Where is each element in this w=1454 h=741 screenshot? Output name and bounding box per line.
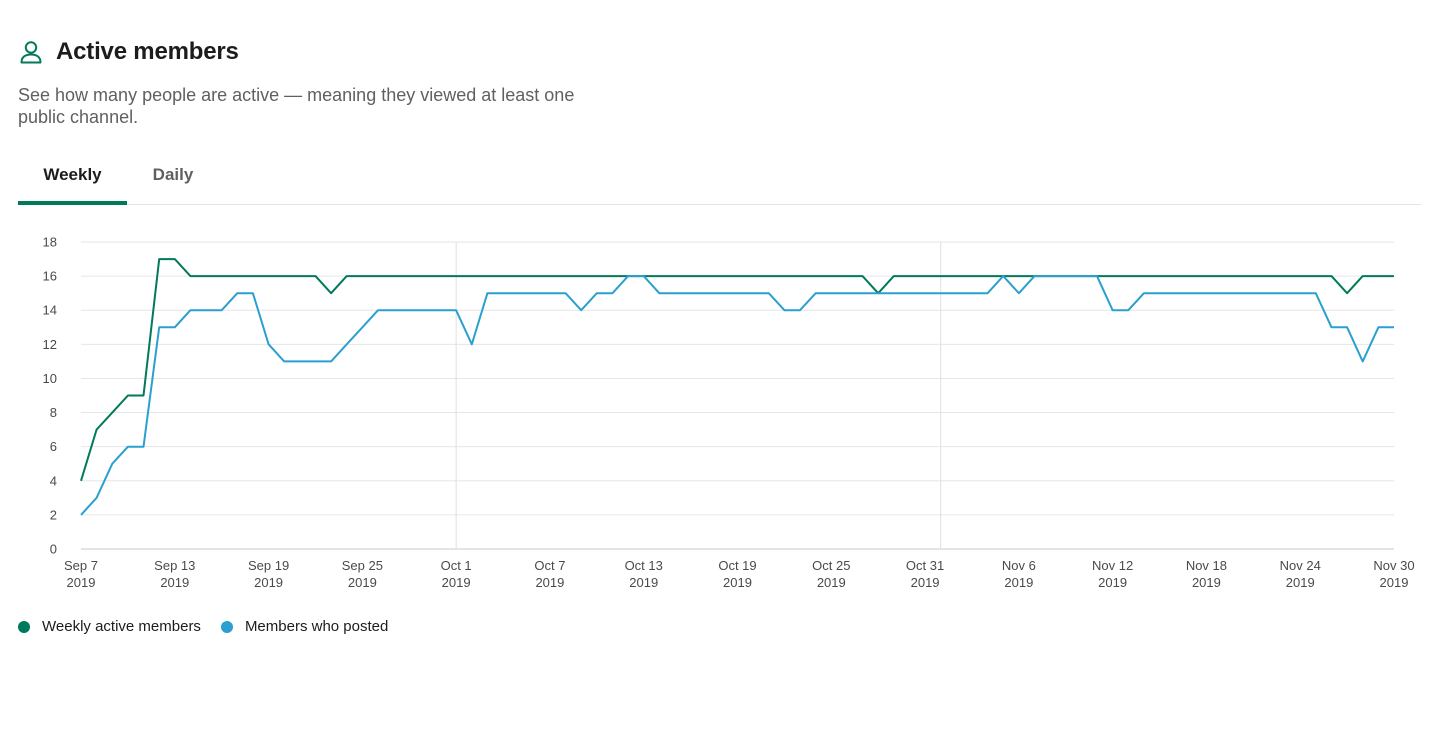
y-tick-label: 4: [50, 473, 57, 488]
x-tick-year-label: 2019: [67, 575, 96, 590]
x-tick-label: Nov 24: [1280, 558, 1321, 573]
y-tick-label: 8: [50, 405, 57, 420]
x-tick-label: Oct 7: [534, 558, 565, 573]
y-tick-label: 2: [50, 507, 57, 522]
x-tick-label: Oct 19: [718, 558, 756, 573]
x-tick-year-label: 2019: [911, 575, 940, 590]
active-tab-indicator: [18, 201, 127, 205]
x-tick-year-label: 2019: [535, 575, 564, 590]
series-line-posted: [80, 275, 1394, 516]
x-tick-year-label: 2019: [1004, 575, 1033, 590]
legend-dot-posted: [220, 620, 233, 633]
x-tick-label: Nov 12: [1092, 558, 1133, 573]
tab-bar: Weekly Daily: [18, 157, 1421, 205]
x-tick-label: Sep 25: [342, 558, 383, 573]
header: Active members: [18, 38, 239, 66]
tab-weekly[interactable]: Weekly: [43, 165, 102, 184]
y-tick-label: 16: [43, 269, 57, 284]
legend-item-weekly-active: Weekly active members: [18, 618, 201, 635]
y-tick-label: 6: [50, 439, 57, 454]
chart-legend: Weekly active members Members who posted: [18, 618, 408, 635]
x-tick-label: Nov 30: [1373, 558, 1414, 573]
legend-item-posted: Members who posted: [220, 618, 389, 635]
legend-label-posted: Members who posted: [244, 618, 389, 635]
x-tick-label: Oct 31: [906, 558, 944, 573]
x-tick-year-label: 2019: [442, 575, 471, 590]
y-tick-label: 14: [43, 303, 57, 318]
x-tick-year-label: 2019: [348, 575, 377, 590]
x-tick-label: Oct 1: [441, 558, 472, 573]
legend-label-weekly-active: Weekly active members: [42, 618, 201, 635]
x-tick-year-label: 2019: [629, 575, 658, 590]
x-tick-label: Sep 19: [248, 558, 289, 573]
person-icon: [18, 39, 44, 65]
x-tick-label: Sep 13: [154, 558, 195, 573]
page-title: Active members: [56, 38, 239, 65]
x-tick-label: Nov 6: [1002, 558, 1036, 573]
x-tick-year-label: 2019: [254, 575, 283, 590]
x-tick-year-label: 2019: [723, 575, 752, 590]
y-tick-label: 18: [43, 235, 57, 250]
page-description: See how many people are active — meaning…: [18, 85, 575, 127]
tab-daily[interactable]: Daily: [152, 165, 194, 184]
x-tick-label: Oct 25: [812, 558, 850, 573]
y-tick-label: 12: [43, 337, 57, 352]
x-tick-year-label: 2019: [1380, 575, 1409, 590]
legend-dot-weekly-active: [18, 620, 30, 633]
x-tick-year-label: 2019: [1098, 575, 1127, 590]
x-tick-year-label: 2019: [817, 575, 846, 590]
x-tick-year-label: 2019: [1192, 575, 1221, 590]
x-tick-year-label: 2019: [1286, 575, 1315, 590]
active-members-chart: 0 2 4 6 8 10 12 14 16 18 Sep 7 2019 Sep 13 2019 Sep 19…: [43, 235, 1415, 591]
x-tick-label: Sep 7: [64, 558, 98, 573]
y-tick-label: 10: [43, 371, 57, 386]
x-tick-label: Nov 18: [1186, 558, 1227, 573]
series-line-weekly-active: [80, 258, 1394, 482]
y-tick-label: 0: [50, 542, 57, 557]
x-tick-label: Oct 13: [625, 558, 663, 573]
x-tick-year-label: 2019: [160, 575, 189, 590]
